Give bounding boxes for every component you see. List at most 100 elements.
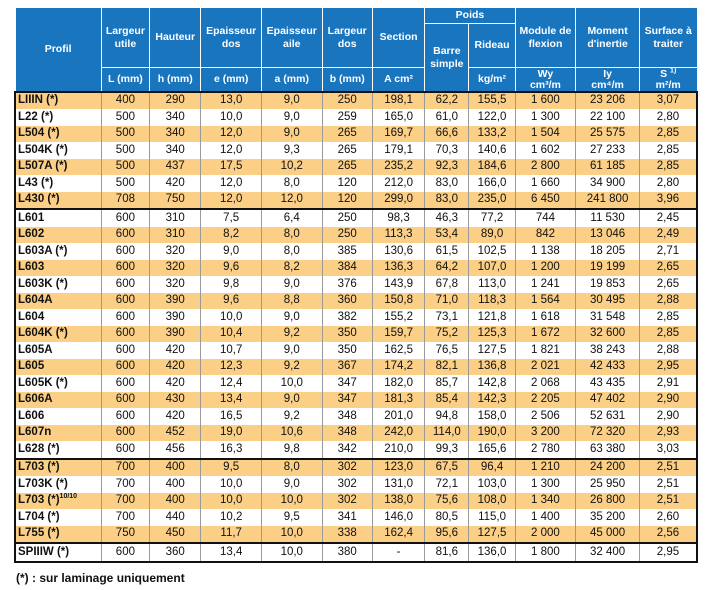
cell-A: 131,0 [371, 476, 426, 493]
profil-name: L603K (*) [18, 277, 68, 290]
cell-i: 24 200 [575, 457, 640, 476]
table-row: L604K (*) 600 390 10,4 9,2 350 159,7 75,2 125,3 1… [13, 325, 698, 342]
cell-w: 2 205 [514, 391, 577, 408]
cell-e: 10,4 [200, 325, 262, 342]
cell-b: 347 [321, 375, 373, 392]
cell-profil: L604 [13, 309, 102, 326]
cell-h: 420 [149, 408, 202, 425]
table-row: L703 (*)10/10 700 400 10,0 10,0 302 138,0 75,6 1… [13, 492, 698, 509]
cell-e: 13,0 [200, 90, 262, 109]
cell-w: 842 [514, 226, 577, 243]
cell-i: 63 380 [575, 441, 640, 459]
unit-W-label: Wy [537, 67, 554, 80]
cell-r: 158,0 [468, 408, 516, 425]
cell-s: 3,96 [638, 191, 698, 209]
cell-profil: L703 (*) [13, 457, 102, 476]
cell-L: 600 [100, 424, 151, 441]
cell-e: 16,5 [200, 408, 262, 425]
cell-A: 235,2 [371, 158, 426, 175]
cell-a: 9,3 [260, 142, 323, 159]
cell-s: 2,95 [638, 358, 698, 375]
col-epaisseur-dos: Epaisseur dos [200, 7, 262, 68]
cell-e: 9,5 [200, 457, 262, 476]
cell-A: 98,3 [371, 208, 426, 227]
cell-s: 2,56 [638, 525, 698, 543]
cell-L: 600 [100, 441, 151, 459]
cell-w: 2 000 [514, 525, 577, 543]
cell-bs: 66,6 [424, 125, 470, 142]
table-row: L430 (*) 708 750 12,0 12,0 120 299,0 83,0 235,0 6… [13, 191, 698, 209]
col-hauteur: Hauteur [149, 7, 202, 68]
cell-w: 6 450 [514, 191, 577, 209]
cell-bs: 81,6 [424, 542, 470, 563]
cell-bs: 80,5 [424, 509, 470, 526]
cell-a: 8,8 [260, 292, 323, 309]
cell-bs: 73,1 [424, 309, 470, 326]
cell-bs: 61,5 [424, 243, 470, 260]
profil-name: L703 (*) [18, 461, 60, 474]
cell-s: 2,51 [638, 457, 698, 476]
cell-w: 2 780 [514, 441, 577, 459]
cell-L: 700 [100, 476, 151, 493]
profil-name: L507A (*) [18, 160, 68, 173]
cell-h: 750 [149, 191, 202, 209]
cell-L: 600 [100, 375, 151, 392]
cell-b: 265 [321, 142, 373, 159]
cell-h: 400 [149, 457, 202, 476]
cell-i: 241 800 [575, 191, 640, 209]
cell-s: 2,90 [638, 408, 698, 425]
cell-bs: 95,6 [424, 525, 470, 543]
cell-h: 420 [149, 375, 202, 392]
cell-a: 9,0 [260, 125, 323, 142]
cell-profil: L603A (*) [13, 243, 102, 260]
cell-r: 102,5 [468, 243, 516, 260]
table-body: LIIIN (*) 400 290 13,0 9,0 250 198,1 62,2 155,5 1… [13, 90, 698, 563]
profil-name: L703K (*) [18, 477, 68, 490]
cell-profil: L703 (*)10/10 [13, 492, 102, 509]
cell-bs: 94,8 [424, 408, 470, 425]
cell-w: 1 504 [514, 125, 577, 142]
col-largeur-utile: Largeur utile [100, 7, 151, 68]
unit-S-label: S [660, 67, 668, 80]
cell-b: 120 [321, 175, 373, 192]
cell-r: 122,0 [468, 109, 516, 126]
cell-s: 2,91 [638, 375, 698, 392]
cell-L: 600 [100, 208, 151, 227]
unit-S-unit: m²/m [655, 78, 681, 91]
profil-sup: 10/10 [59, 493, 78, 501]
cell-L: 500 [100, 125, 151, 142]
table-row: L704 (*) 700 440 10,2 9,5 341 146,0 80,5 115,0 1 … [13, 509, 698, 526]
col-section: Section [371, 7, 426, 68]
profil-name: L603A (*) [18, 244, 68, 257]
cell-A: 181,3 [371, 391, 426, 408]
cell-s: 2,51 [638, 476, 698, 493]
cell-A: 136,3 [371, 259, 426, 276]
cell-s: 2,71 [638, 243, 698, 260]
profil-name: L755 (*) [18, 527, 60, 540]
unit-h: h (mm) [149, 67, 202, 92]
cell-h: 390 [149, 325, 202, 342]
cell-e: 12,4 [200, 375, 262, 392]
cell-b: 382 [321, 309, 373, 326]
cell-e: 10,0 [200, 492, 262, 509]
cell-r: 107,0 [468, 259, 516, 276]
col-epaisseur-aile: Epaisseur aile [260, 7, 323, 68]
cell-i: 32 600 [575, 325, 640, 342]
cell-i: 23 206 [575, 90, 640, 109]
cell-r: 77,2 [468, 208, 516, 227]
cell-profil: L602 [13, 226, 102, 243]
cell-r: 184,6 [468, 158, 516, 175]
profil-name: L22 (*) [18, 110, 54, 123]
profil-name: L430 (*) [18, 193, 60, 206]
cell-r: 133,2 [468, 125, 516, 142]
cell-profil: L605A [13, 342, 102, 359]
cell-w: 1 210 [514, 457, 577, 476]
cell-i: 26 800 [575, 492, 640, 509]
cell-s: 2,51 [638, 492, 698, 509]
cell-h: 390 [149, 292, 202, 309]
profil-name: L504K (*) [18, 143, 68, 156]
cell-w: 2 021 [514, 358, 577, 375]
cell-bs: 64,2 [424, 259, 470, 276]
cell-s: 2,95 [638, 542, 698, 563]
cell-b: 265 [321, 125, 373, 142]
